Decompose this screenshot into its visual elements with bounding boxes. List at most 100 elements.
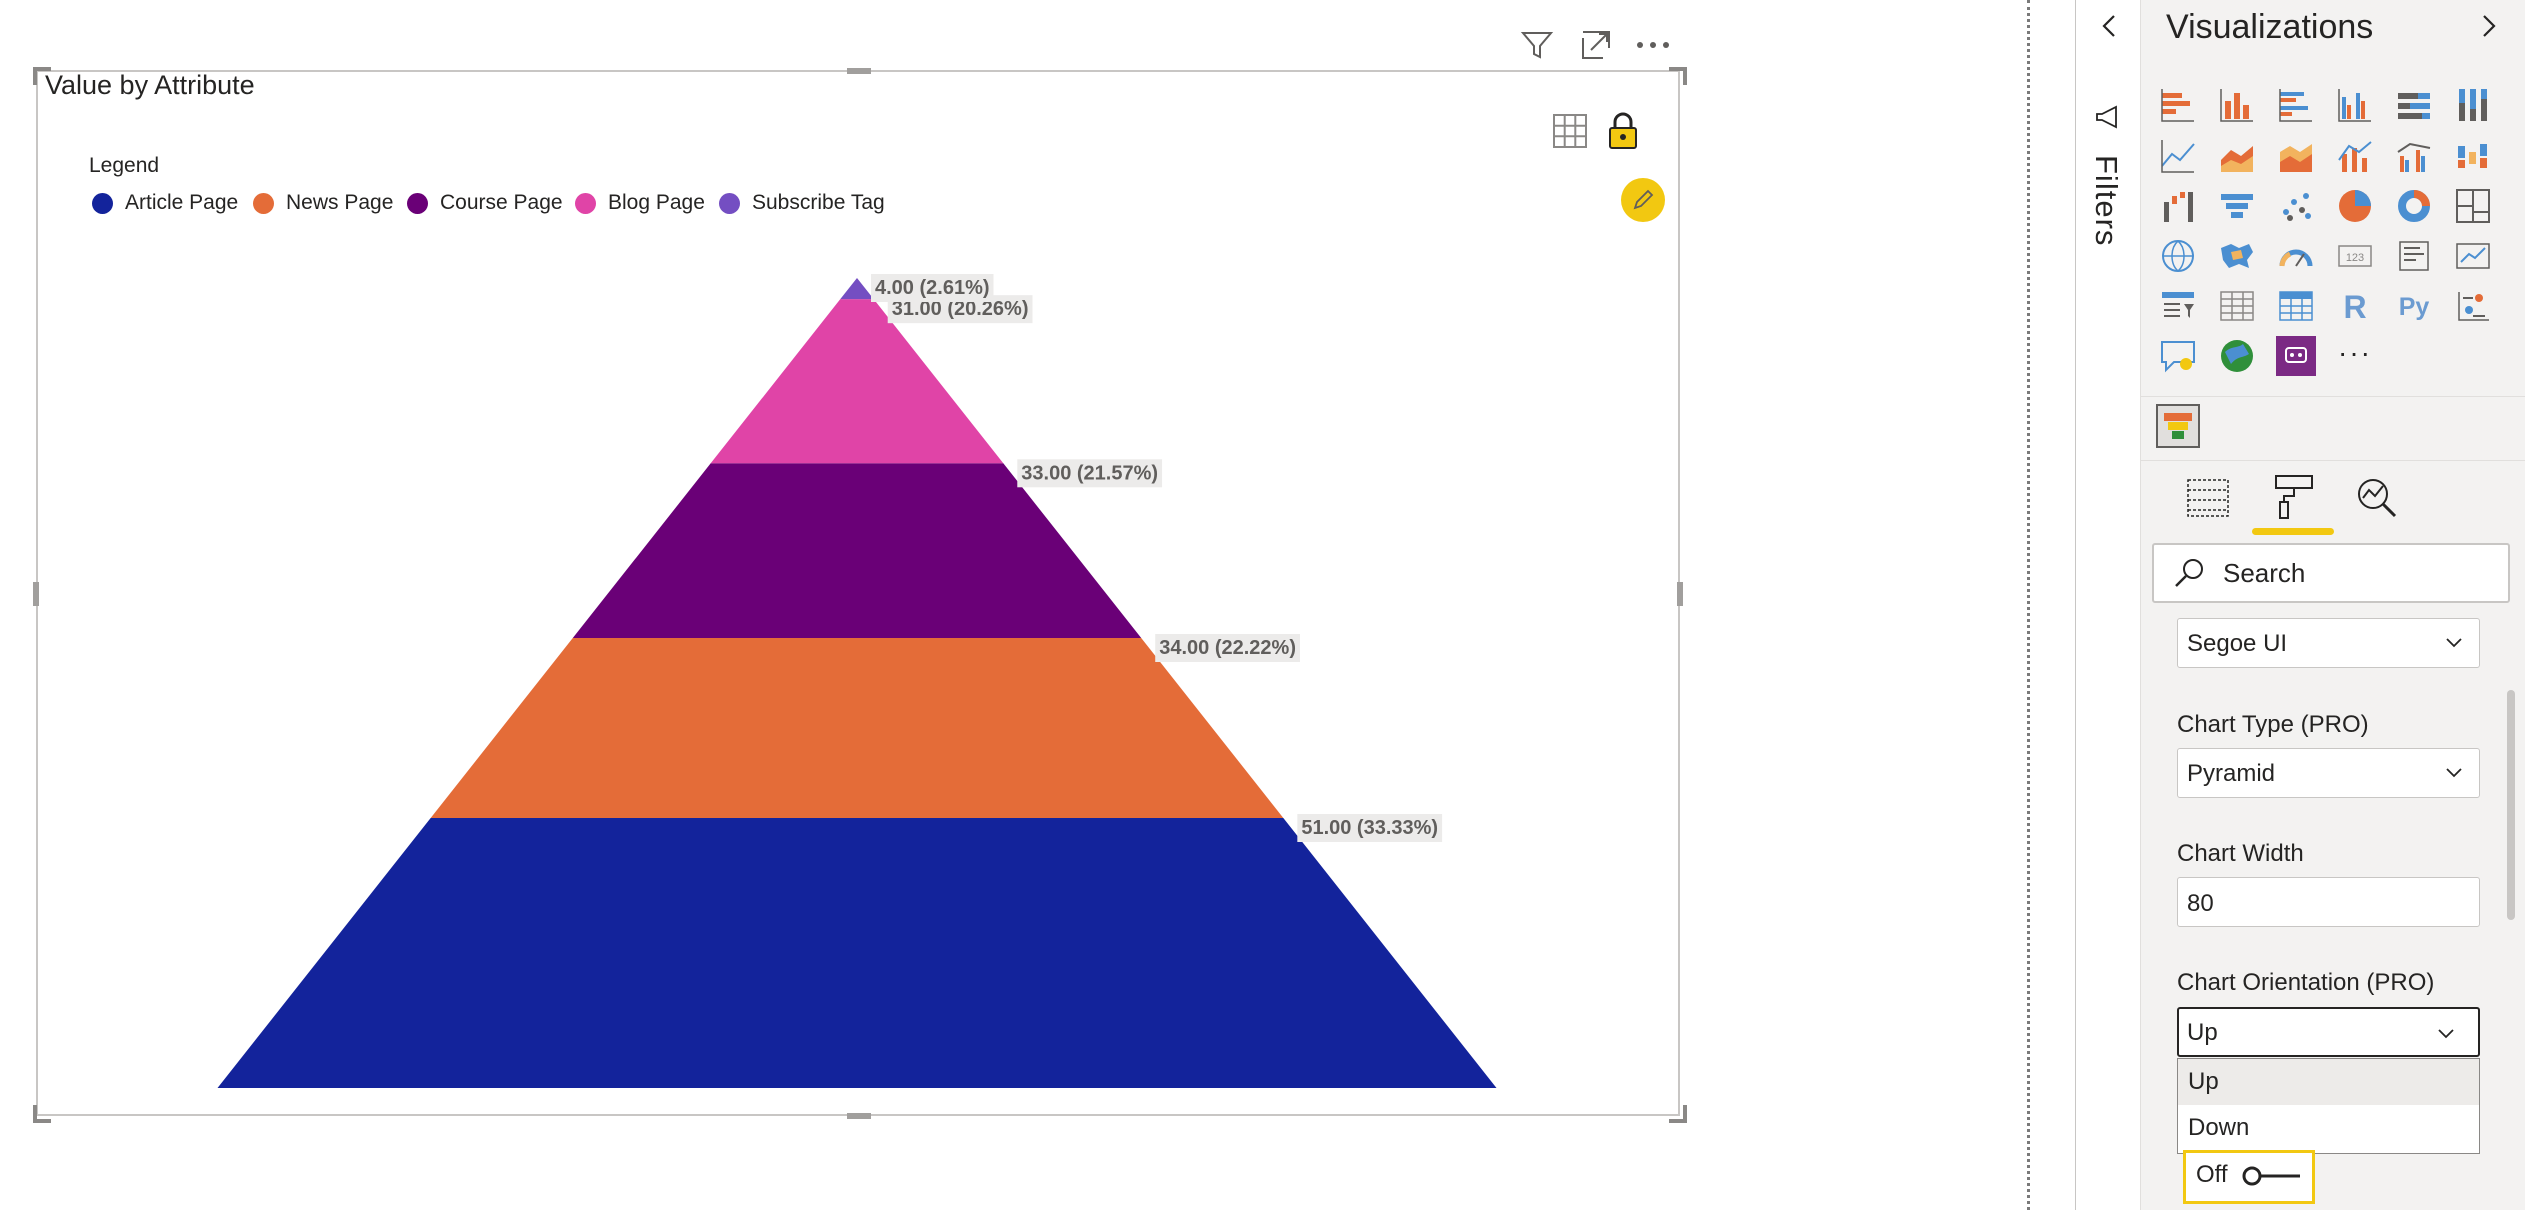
more-visuals-icon[interactable]: ··· — [2338, 337, 2372, 368]
gallery-separator — [2141, 396, 2525, 397]
python-visual-icon[interactable]: Py — [2394, 286, 2434, 326]
pyramid-chart: 51.00 (33.33%) 34.00 (22.22%) 33.00 (21.57… — [217, 274, 1497, 1088]
resize-corner-bottom-left[interactable] — [33, 1105, 51, 1123]
chevron-down-icon — [2445, 766, 2463, 784]
line-chart-icon[interactable] — [2158, 136, 2198, 176]
waterfall-chart-icon[interactable] — [2158, 186, 2198, 226]
collapse-filters-icon[interactable] — [2094, 10, 2124, 42]
chart-width-label: Chart Width — [2177, 840, 2304, 867]
custom-visual-icon[interactable] — [2276, 336, 2316, 376]
toggle-state-label: Off — [2196, 1161, 2228, 1188]
card-icon[interactable]: 123 — [2335, 236, 2375, 276]
line-and-column-chart-icon[interactable] — [2335, 136, 2375, 176]
resize-handle-left[interactable] — [33, 582, 39, 606]
pyramid-segment-blog-page[interactable] — [710, 299, 1004, 464]
more-options-icon[interactable] — [1633, 25, 1673, 65]
matrix-icon[interactable] — [2276, 286, 2316, 326]
pyramid-segment-article-page[interactable] — [217, 818, 1497, 1088]
chevron-down-icon — [2437, 1027, 2455, 1045]
scatter-chart-icon[interactable] — [2276, 186, 2316, 226]
page-divider — [2027, 0, 2030, 1210]
r-visual-icon[interactable]: R — [2335, 286, 2375, 326]
filters-pane[interactable] — [2075, 0, 2141, 1210]
pencil-icon[interactable] — [1621, 178, 1665, 222]
svg-text:Py: Py — [2399, 293, 2430, 321]
expand-pane-icon[interactable] — [2474, 10, 2504, 42]
analytics-tab-icon[interactable] — [2353, 474, 2401, 522]
lock-icon[interactable] — [1603, 111, 1643, 151]
legend-item-subscribe-tag[interactable]: Subscribe Tag — [719, 190, 885, 216]
resize-handle-right[interactable] — [1677, 582, 1683, 606]
qna-icon[interactable] — [2158, 336, 2198, 376]
100-percent-stacked-bar-icon[interactable] — [2394, 85, 2434, 125]
filters-label[interactable]: Filters — [2089, 155, 2124, 247]
chevron-down-icon — [2445, 636, 2463, 654]
slicer-icon[interactable] — [2158, 286, 2198, 326]
legend-item-news-page[interactable]: News Page — [253, 190, 393, 216]
multi-row-card-icon[interactable] — [2394, 236, 2434, 276]
resize-corner-top-right[interactable] — [1669, 67, 1687, 85]
legend-dot — [575, 192, 596, 214]
pyramid-segment-news-page[interactable] — [430, 638, 1284, 818]
stacked-bar-chart-icon[interactable] — [2158, 85, 2198, 125]
gauge-icon[interactable] — [2276, 236, 2316, 276]
100-percent-stacked-column-icon[interactable] — [2453, 85, 2493, 125]
orientation-option-down[interactable]: Down — [2188, 1114, 2250, 1141]
visual-title: Value by Attribute — [45, 70, 255, 100]
donut-chart-icon[interactable] — [2394, 186, 2434, 226]
filled-map-icon[interactable] — [2217, 236, 2257, 276]
legend-item-blog-page[interactable]: Blog Page — [575, 190, 705, 216]
legend-item-article-page[interactable]: Article Page — [92, 190, 238, 216]
funnel-chart-icon[interactable] — [2217, 186, 2257, 226]
pyramid-segment-subscribe-tag[interactable] — [840, 278, 874, 300]
chart-width-input[interactable] — [2177, 877, 2480, 927]
format-pane-scrollbar[interactable] — [2507, 690, 2515, 920]
format-tab-active-indicator — [2252, 528, 2334, 535]
resize-handle-top[interactable] — [847, 68, 871, 74]
chart-type-label: Chart Type (PRO) — [2177, 711, 2369, 738]
selected-pyramid-visual-icon[interactable] — [2156, 404, 2200, 448]
data-label-course-page: 33.00 (21.57%) — [1021, 462, 1158, 484]
stacked-area-chart-icon[interactable] — [2276, 136, 2316, 176]
orientation-dropdown-menu: Up Down — [2177, 1058, 2480, 1154]
legend-dot — [253, 192, 274, 214]
resize-corner-top-left[interactable] — [33, 67, 51, 85]
legend-label: Article Page — [125, 191, 239, 214]
focus-mode-icon[interactable] — [1576, 25, 1616, 65]
filter-icon[interactable] — [1517, 25, 1557, 65]
kpi-icon[interactable] — [2453, 236, 2493, 276]
ribbon-chart-icon[interactable] — [2453, 136, 2493, 176]
stacked-column-chart-icon[interactable] — [2217, 85, 2257, 125]
clustered-bar-chart-icon[interactable] — [2276, 85, 2316, 125]
resize-handle-bottom[interactable] — [847, 1113, 871, 1119]
table-icon[interactable] — [1550, 111, 1590, 151]
megaphone-icon — [2094, 103, 2124, 133]
svg-text:123: 123 — [2346, 252, 2364, 264]
font-family-dropdown[interactable] — [2177, 618, 2480, 668]
orientation-option-up[interactable]: Up — [2178, 1059, 2479, 1105]
chart-orientation-dropdown[interactable] — [2177, 1007, 2480, 1057]
map-icon[interactable] — [2158, 236, 2198, 276]
chart-orientation-label: Chart Orientation (PRO) — [2177, 969, 2435, 996]
search-input[interactable] — [2152, 543, 2510, 603]
line-and-clustered-column-icon[interactable] — [2394, 136, 2434, 176]
data-label-background — [1017, 459, 1163, 488]
arcgis-map-icon[interactable] — [2217, 336, 2257, 376]
table-visual-icon[interactable] — [2217, 286, 2257, 326]
chart-type-dropdown[interactable] — [2177, 748, 2480, 798]
legend-item-course-page[interactable]: Course Page — [407, 190, 563, 216]
clustered-column-chart-icon[interactable] — [2335, 85, 2375, 125]
format-tab-icon[interactable] — [2270, 470, 2318, 522]
legend-label: Blog Page — [608, 191, 705, 214]
svg-text:R: R — [2343, 289, 2366, 324]
pyramid-segment-course-page[interactable] — [572, 463, 1142, 638]
area-chart-icon[interactable] — [2217, 136, 2257, 176]
resize-corner-bottom-right[interactable] — [1669, 1105, 1687, 1123]
data-label-background — [1297, 814, 1443, 842]
fields-tab-icon[interactable] — [2184, 474, 2232, 522]
legend-title: Legend — [89, 154, 160, 177]
treemap-icon[interactable] — [2453, 186, 2493, 226]
key-influencers-icon[interactable] — [2453, 286, 2493, 326]
pie-chart-icon[interactable] — [2335, 186, 2375, 226]
search-icon — [2172, 556, 2206, 590]
